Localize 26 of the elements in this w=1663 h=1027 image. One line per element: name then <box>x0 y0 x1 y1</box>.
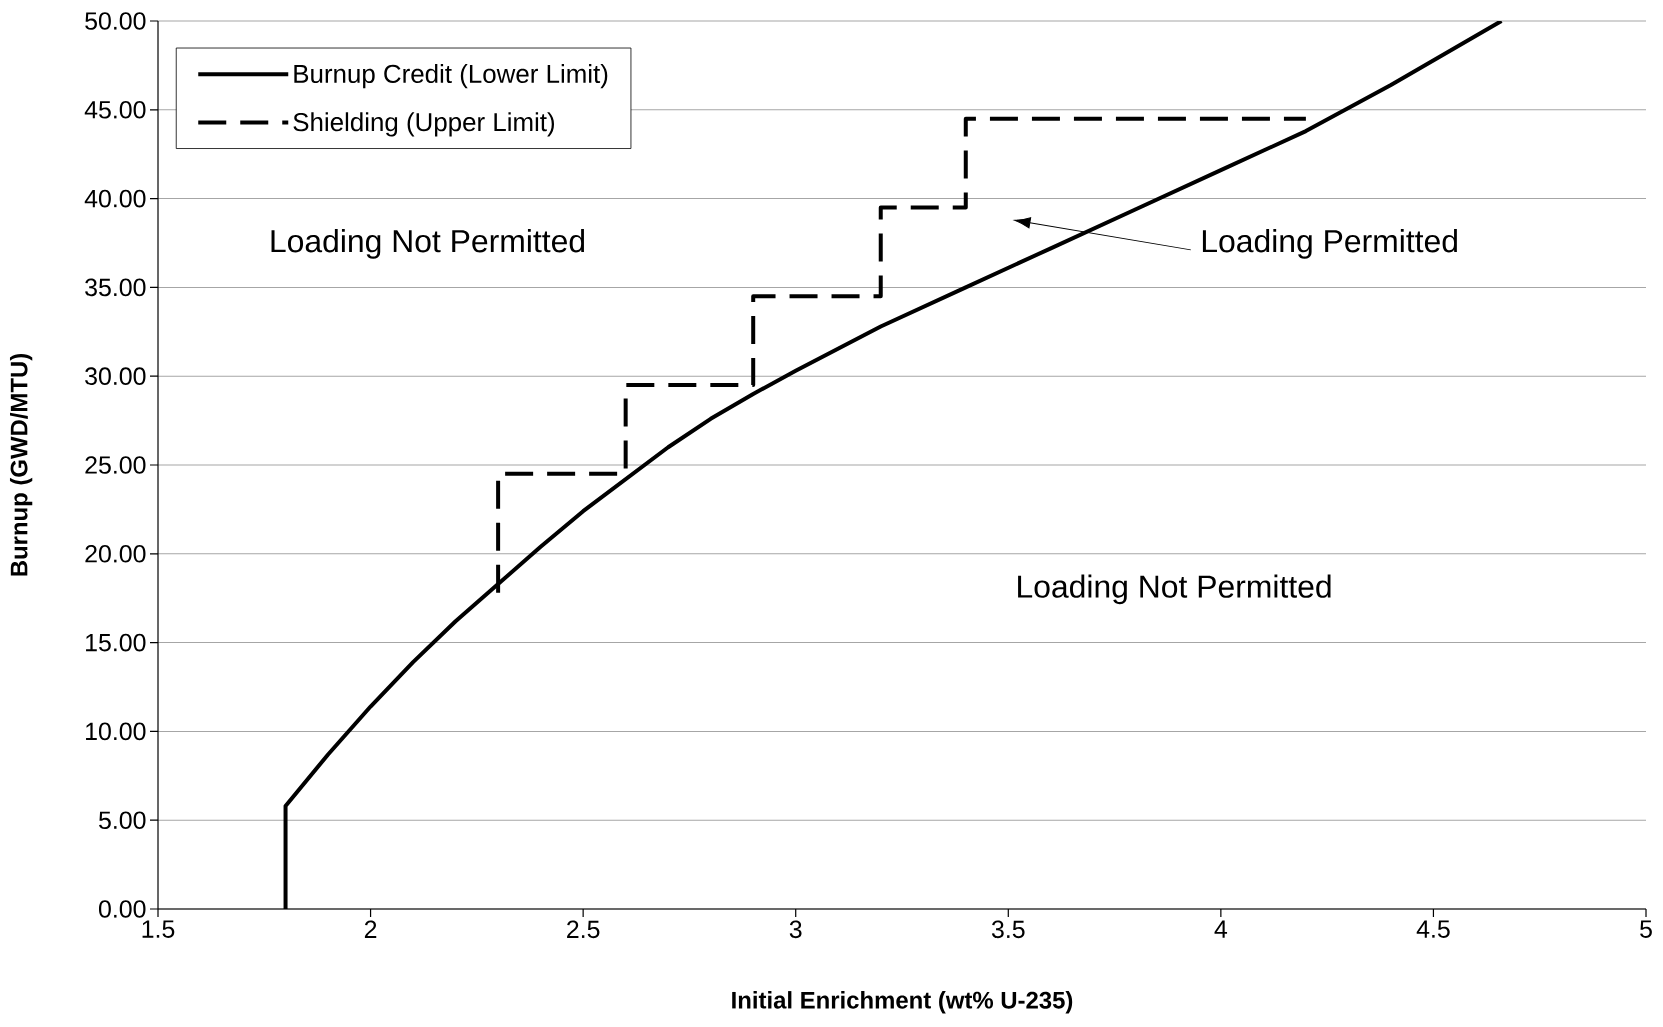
y-tick-label: 35.00 <box>85 278 146 297</box>
annotation: Loading Permitted <box>1202 229 1457 259</box>
y-tick-label: 15.00 <box>86 633 146 652</box>
x-tick-label: 2.5 <box>567 920 600 939</box>
y-tick-label: 10.00 <box>86 722 146 741</box>
y-tick-label: 45.00 <box>84 100 146 119</box>
legend-label: Burnup Credit (Lower Limit) <box>294 64 608 89</box>
x-tick-label: 1.5 <box>142 920 175 938</box>
x-tick-label: 4.5 <box>1416 920 1450 938</box>
x-tick-label: 3 <box>789 920 802 939</box>
x-tick-label: 3.5 <box>991 920 1025 939</box>
y-tick-label: 5.00 <box>99 811 146 830</box>
x-tick-label: 5 <box>1640 920 1652 938</box>
y-tick-label: 40.00 <box>84 189 146 208</box>
y-tick-label: 25.00 <box>85 456 146 474</box>
annotation: Loading Not Permitted <box>271 229 585 259</box>
y-tick-label: 0.00 <box>98 900 146 918</box>
x-tick-label: 2 <box>364 920 377 938</box>
y-tick-label: 50.00 <box>85 12 146 30</box>
legend-label: Shielding (Upper Limit) <box>293 112 555 137</box>
y-tick-label: 30.00 <box>85 367 146 386</box>
x-axis-title: Initial Enrichment (wt% U-235) <box>732 991 1073 1014</box>
y-tick-label: 20.00 <box>85 544 146 563</box>
x-tick-label: 4 <box>1214 920 1228 938</box>
y-axis-title: Burnup (GWD/MTU) <box>9 353 33 576</box>
annotation: Loading Not Permitted <box>1018 574 1331 605</box>
